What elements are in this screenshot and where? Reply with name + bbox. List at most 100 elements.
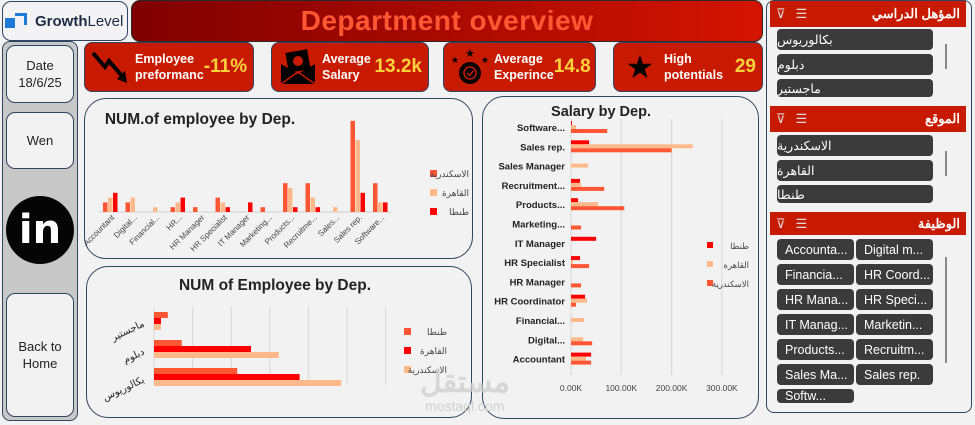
bar <box>153 207 158 212</box>
clear-filter-icon[interactable]: ⊽ <box>776 215 786 231</box>
slicer-education-item[interactable]: بكالوريوس <box>777 29 933 50</box>
slicer-education-item[interactable]: ماجستير <box>777 79 933 97</box>
multi-select-icon[interactable]: ☰ <box>795 6 808 21</box>
slicer-job-scrollbar[interactable] <box>945 257 947 363</box>
watermark-url: mostaql.com <box>425 398 505 414</box>
slicer-location-item[interactable]: القاهرة <box>777 160 933 181</box>
bar <box>154 324 161 330</box>
slicer-job-item[interactable]: Accounta... <box>777 239 854 260</box>
y-tick-label: Recruitment... <box>502 181 565 192</box>
trend-down-icon <box>91 47 131 87</box>
bar <box>571 202 599 207</box>
kpi-value: 29 <box>734 56 756 77</box>
kpi-average-salary: Average Salary 13.2k <box>271 42 429 92</box>
clear-filter-icon[interactable]: ⊽ <box>776 111 786 126</box>
legend-label: القاهرة <box>420 346 447 357</box>
bar <box>571 360 592 365</box>
legend-label: طنطا <box>449 207 469 217</box>
slicer-job-item[interactable]: HR Coord... <box>856 264 933 285</box>
bar <box>571 140 590 145</box>
watermark: مستقل <box>420 366 510 399</box>
bar <box>220 202 225 212</box>
legend-label: الاسكندرية <box>408 365 447 376</box>
slicer-location-item[interactable]: الاسكندرية <box>777 135 933 156</box>
x-tick-label: 100.00K <box>605 383 637 393</box>
slicer-job-item[interactable]: Sales Ma... <box>777 364 854 385</box>
bar <box>180 197 185 212</box>
chart-employees-by-education: NUM of Employee by Dep. ماجستير دبلوم بكال… <box>86 266 472 418</box>
y-tick-label: HR Specialist <box>504 258 566 269</box>
bar <box>154 380 342 386</box>
y-tick-label: Digital... <box>528 335 565 346</box>
date-value: 18/6/25 <box>18 75 62 90</box>
date-card: Date 18/6/25 <box>6 45 74 103</box>
back-to-home-button[interactable]: Back to Home <box>6 293 74 417</box>
legend-swatch <box>404 347 411 354</box>
kpi-average-experience: ★ ★ ★ Average Experince 14.8 <box>443 42 596 92</box>
bar <box>571 144 693 149</box>
multi-select-icon[interactable]: ☰ <box>795 215 808 231</box>
bar <box>154 340 182 346</box>
sidebar: Date 18/6/25 Wen in Back to Home <box>2 41 78 421</box>
chart-employees-by-dept: NUM.of employee by Dep. Accountant Digita… <box>82 98 473 259</box>
kpi-label-1: Employee <box>135 52 195 66</box>
money-envelope-icon <box>278 47 318 87</box>
legend-swatch <box>404 366 411 373</box>
y-tick-label: Sales rep. <box>520 142 565 153</box>
bar <box>373 183 378 212</box>
slicer-job-item[interactable]: Marketin... <box>856 314 933 335</box>
y-tick-label: Products... <box>516 200 565 211</box>
bar <box>154 346 252 352</box>
linkedin-icon[interactable]: in <box>6 196 74 264</box>
multi-select-icon[interactable]: ☰ <box>795 111 808 126</box>
slicer-location-header: ⊽ ☰ الموقع <box>770 106 966 132</box>
slicer-location-scrollbar[interactable] <box>945 151 947 176</box>
legend-label: الاسكندرية <box>430 169 469 180</box>
slicer-job-item[interactable]: Recruitm... <box>856 339 933 360</box>
slicer-education-scrollbar[interactable] <box>945 44 947 69</box>
y-tick-label: Financial... <box>516 316 565 327</box>
chart-employees-by-dept-svg: NUM.of employee by Dep. AccountantDigita… <box>82 111 469 253</box>
bar <box>125 202 130 212</box>
slicer-job-item[interactable]: Products... <box>777 339 854 360</box>
slicer-job-item[interactable]: Softw... <box>777 389 854 403</box>
slicer-education-item[interactable]: دبلوم <box>777 54 933 75</box>
star-icon: ★ <box>625 49 655 85</box>
slicer-job-item[interactable]: HR Speci... <box>856 289 933 310</box>
slicer-job-item[interactable]: Sales rep. <box>856 364 933 385</box>
bar <box>571 182 582 187</box>
slicer-job-item[interactable]: HR Mana... <box>777 289 854 310</box>
slicer-location-item[interactable]: طنطا <box>777 185 933 203</box>
kpi-label-1: High <box>664 52 692 66</box>
kpi-label-1: Average <box>322 52 371 66</box>
bar <box>333 207 338 212</box>
bar <box>350 120 355 212</box>
chart-title: NUM.of employee by Dep. <box>105 111 295 128</box>
bar <box>571 356 587 361</box>
slicer-job-item[interactable]: Financia... <box>777 264 854 285</box>
bar <box>571 178 581 183</box>
bar <box>571 294 586 299</box>
clear-filter-icon[interactable]: ⊽ <box>776 6 786 21</box>
bar <box>571 206 625 211</box>
slicer-job-item[interactable]: IT Manag... <box>777 314 854 335</box>
bar <box>130 197 135 212</box>
bar <box>571 186 605 191</box>
y-tick-label: Software... <box>517 123 565 134</box>
legend-swatch <box>707 261 713 267</box>
y-tick-label: Marketing... <box>512 220 565 231</box>
bar <box>293 207 298 212</box>
slicer-job-header: ⊽ ☰ الوظيفة <box>770 212 966 235</box>
logo: GrowthLevel <box>2 1 128 41</box>
legend-swatch <box>707 242 713 248</box>
bar <box>571 236 597 241</box>
bar <box>248 202 253 212</box>
day-value: Wen <box>26 133 54 148</box>
slicer-job-item[interactable]: Digital m... <box>856 239 933 260</box>
award-medal-icon: ★ ★ ★ <box>450 47 490 87</box>
bar <box>571 148 672 153</box>
legend-swatch <box>707 280 713 286</box>
x-tick-label: 300.00K <box>706 383 738 393</box>
bar <box>571 337 584 342</box>
legend-swatch <box>430 170 437 177</box>
